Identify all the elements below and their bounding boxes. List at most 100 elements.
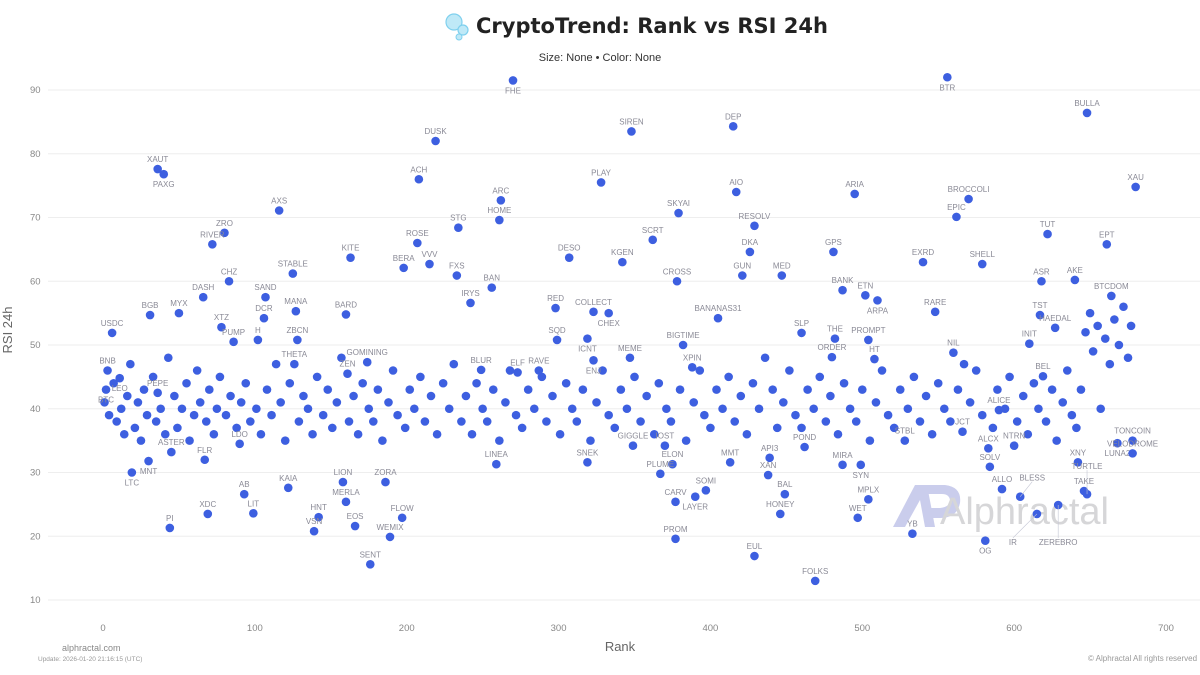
data-point[interactable] bbox=[288, 269, 298, 278]
point-velodrome[interactable]: VELODROME bbox=[1107, 439, 1158, 458]
data-point[interactable] bbox=[267, 410, 276, 420]
data-point[interactable] bbox=[235, 439, 244, 449]
data-point[interactable] bbox=[754, 404, 764, 414]
point-init[interactable]: INIT bbox=[1022, 330, 1037, 349]
data-point[interactable] bbox=[130, 423, 140, 433]
point-eul[interactable]: EUL bbox=[747, 542, 763, 561]
point-lit[interactable]: LIT bbox=[248, 499, 260, 518]
point-ept[interactable]: EPT bbox=[1099, 230, 1115, 249]
data-point[interactable] bbox=[241, 378, 251, 388]
point-resolv[interactable]: RESOLV bbox=[739, 212, 772, 231]
data-point[interactable] bbox=[145, 310, 155, 320]
data-point[interactable] bbox=[1047, 385, 1057, 394]
data-point[interactable] bbox=[900, 436, 910, 445]
data-point[interactable] bbox=[1058, 398, 1068, 407]
point-chex[interactable]: CHEX bbox=[598, 308, 621, 328]
point-play[interactable]: PLAY bbox=[591, 168, 612, 187]
point-xtz[interactable]: XTZ bbox=[214, 313, 229, 332]
data-point[interactable] bbox=[628, 441, 638, 451]
point-eos[interactable]: EOS bbox=[347, 512, 364, 531]
point-tut[interactable]: TUT bbox=[1040, 220, 1056, 239]
point-h[interactable]: H bbox=[253, 326, 263, 345]
point-arc[interactable]: ARC bbox=[492, 186, 510, 205]
point-bigtime[interactable]: BIGTIME bbox=[667, 331, 700, 350]
point-prom[interactable]: PROM bbox=[664, 525, 688, 544]
data-point[interactable] bbox=[385, 532, 395, 542]
data-point[interactable] bbox=[826, 391, 835, 401]
point-flow[interactable]: FLOW bbox=[391, 504, 415, 523]
data-point[interactable] bbox=[1085, 308, 1095, 318]
data-point[interactable] bbox=[939, 404, 949, 414]
data-point[interactable] bbox=[671, 497, 680, 507]
data-point[interactable] bbox=[312, 372, 322, 382]
data-point[interactable] bbox=[350, 521, 360, 531]
data-point[interactable] bbox=[712, 385, 721, 394]
data-point[interactable] bbox=[290, 359, 299, 369]
point-nil[interactable]: NIL bbox=[947, 339, 960, 357]
data-point[interactable] bbox=[810, 576, 820, 586]
point-chz[interactable]: CHZ bbox=[221, 267, 238, 286]
data-point[interactable] bbox=[487, 283, 497, 292]
data-point[interactable] bbox=[449, 359, 459, 369]
point-giggle[interactable]: GIGGLE bbox=[618, 432, 649, 451]
data-point[interactable] bbox=[215, 372, 225, 382]
point-ntrn[interactable]: NTRN bbox=[1003, 432, 1025, 451]
data-point[interactable] bbox=[830, 334, 840, 343]
point-btr[interactable]: BTR bbox=[939, 72, 956, 92]
data-point[interactable] bbox=[112, 417, 121, 426]
point-zen[interactable]: ZEN bbox=[339, 360, 356, 378]
data-point[interactable] bbox=[261, 292, 270, 302]
point-mira[interactable]: MIRA bbox=[833, 451, 854, 470]
data-point[interactable] bbox=[1073, 458, 1083, 467]
data-point[interactable] bbox=[136, 436, 146, 445]
data-point[interactable] bbox=[662, 404, 671, 414]
point-bulla[interactable]: BULLA bbox=[1074, 99, 1100, 118]
data-point[interactable] bbox=[865, 436, 875, 445]
data-point[interactable] bbox=[100, 398, 109, 407]
data-point[interactable] bbox=[1088, 347, 1098, 356]
data-point[interactable] bbox=[921, 391, 931, 401]
data-point[interactable] bbox=[772, 423, 782, 433]
data-point[interactable] bbox=[656, 469, 665, 479]
data-point[interactable] bbox=[378, 436, 387, 445]
data-point[interactable] bbox=[337, 353, 346, 363]
point-wemix[interactable]: WEMIX bbox=[376, 523, 404, 542]
point-aster[interactable]: ASTER bbox=[158, 438, 185, 457]
data-point[interactable] bbox=[1102, 239, 1112, 249]
point-api3[interactable]: API3 bbox=[761, 444, 779, 463]
data-point[interactable] bbox=[895, 385, 905, 394]
data-point[interactable] bbox=[189, 410, 199, 420]
data-point[interactable] bbox=[851, 417, 861, 426]
data-point[interactable] bbox=[212, 404, 222, 414]
data-point[interactable] bbox=[381, 477, 390, 487]
point-allo[interactable]: ALLO bbox=[992, 475, 1012, 494]
data-point[interactable] bbox=[482, 417, 492, 426]
data-point[interactable] bbox=[695, 366, 705, 375]
data-point[interactable] bbox=[1100, 334, 1110, 343]
data-point[interactable] bbox=[780, 489, 790, 499]
point-bnb[interactable]: BNB bbox=[99, 357, 116, 375]
data-point[interactable] bbox=[765, 453, 774, 463]
data-point[interactable] bbox=[271, 359, 281, 369]
point-dusk[interactable]: DUSK bbox=[424, 127, 447, 146]
data-point[interactable] bbox=[115, 373, 125, 383]
data-point[interactable] bbox=[444, 404, 454, 414]
data-point[interactable] bbox=[405, 385, 415, 394]
data-point[interactable] bbox=[393, 410, 402, 420]
data-point[interactable] bbox=[332, 398, 342, 407]
point-theta[interactable]: THETA bbox=[282, 350, 308, 369]
data-point[interactable] bbox=[217, 322, 226, 332]
point-syn[interactable]: SYN bbox=[853, 460, 870, 480]
point-somi[interactable]: SOMI bbox=[696, 476, 716, 495]
data-point[interactable] bbox=[259, 313, 269, 323]
data-point[interactable] bbox=[314, 512, 323, 522]
data-point[interactable] bbox=[362, 357, 372, 367]
data-point[interactable] bbox=[596, 178, 606, 187]
data-point[interactable] bbox=[209, 429, 219, 439]
point-skyai[interactable]: SKYAI bbox=[667, 199, 690, 218]
data-point[interactable] bbox=[877, 366, 887, 375]
data-point[interactable] bbox=[276, 398, 285, 407]
data-point[interactable] bbox=[274, 206, 284, 215]
data-point[interactable] bbox=[971, 366, 981, 375]
data-point[interactable] bbox=[660, 441, 670, 451]
